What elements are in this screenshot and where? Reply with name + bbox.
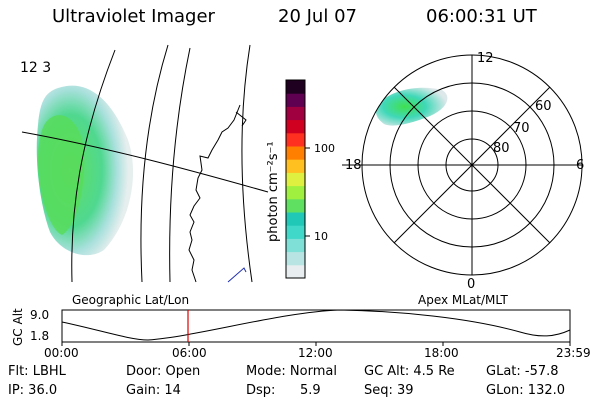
info-filter: Flt: LBHL: [8, 364, 66, 379]
colorbar-swatch: [286, 225, 305, 239]
colorbar-swatch: [286, 119, 305, 134]
info-gc-alt: GC Alt: 4.5 Re: [364, 364, 455, 379]
info-seq: Seq: 39: [364, 383, 414, 398]
timeline-frame: [61, 309, 571, 343]
meridian-line-3: [169, 47, 191, 283]
polar-plot: [342, 54, 583, 276]
coastline-island: [227, 267, 247, 283]
colorbar-swatch: [286, 80, 305, 94]
mlat-label-80: 80: [493, 141, 510, 156]
colorbar-swatch: [286, 172, 305, 187]
colorbar-swatch: [286, 198, 305, 213]
meridian-line-4: [241, 44, 253, 283]
timeline-xtick-2359: 23:59: [556, 346, 591, 360]
info-mode: Mode: Normal: [246, 364, 337, 379]
meridian-line-1: [71, 49, 116, 283]
polar-diagonal-2: [393, 86, 551, 244]
colorbar-label-10: 10: [314, 230, 328, 243]
colorbar-swatch: [286, 146, 305, 160]
timeline-xtick-1200: 12:00: [298, 346, 333, 360]
mlt-label-18: 18: [345, 158, 362, 173]
timeline-ytick-top: 9.0: [30, 308, 49, 322]
colorbar-unit-label: photon cm⁻²s⁻¹: [266, 141, 281, 242]
altitude-curve: [61, 309, 571, 341]
info-dsp-label: Dsp:: [246, 383, 276, 398]
colorbar-swatch: [286, 238, 305, 253]
apex-caption: Apex MLat/MLT: [418, 293, 508, 307]
info-glat: GLat: -57.8: [486, 364, 559, 379]
coastline-fragment: [235, 111, 247, 127]
timeline-ylabel: GC Alt: [11, 308, 25, 346]
colorbar-swatch: [286, 251, 305, 266]
geo-caption: Geographic Lat/Lon: [72, 293, 189, 307]
page-title: Ultraviolet Imager: [52, 6, 215, 27]
colorbar-swatch: [286, 185, 305, 200]
info-gain: Gain: 14: [126, 383, 181, 398]
colorbar-frame: [285, 79, 306, 279]
timeline-xtick-1800: 18:00: [424, 346, 459, 360]
colorbar-swatch: [286, 264, 305, 279]
coastline: [188, 104, 241, 283]
colorbar-swatch: [286, 212, 305, 226]
colorbar-label-100: 100: [314, 142, 335, 155]
timeline-plot: [61, 309, 571, 346]
timeline-ytick-bottom: 1.8: [30, 329, 49, 343]
colorbar: [285, 79, 306, 279]
mlat-label-60: 60: [535, 99, 552, 114]
time-label: 06:00:31 UT: [426, 6, 537, 27]
colorbar-swatch: [286, 106, 305, 121]
geographic-panel: [21, 44, 269, 283]
mlt-label-12: 12: [477, 51, 494, 66]
latitude-line: [21, 131, 269, 193]
colorbar-swatch: [286, 159, 305, 173]
info-ip: IP: 36.0: [8, 383, 58, 398]
aurora-core-geo: [38, 115, 85, 235]
colorbar-swatch: [286, 93, 305, 107]
info-door: Door: Open: [126, 364, 201, 379]
info-glon: GLon: 132.0: [486, 383, 566, 398]
meridian-line-2: [140, 44, 169, 283]
date-label: 20 Jul 07: [278, 6, 357, 27]
info-dsp-value: 5.9: [300, 383, 321, 398]
mlt-label-0: 0: [467, 277, 475, 292]
colorbar-swatch: [286, 132, 305, 147]
aurora-blob-polar: [376, 87, 448, 126]
mlt-label-6: 6: [576, 158, 584, 173]
geo-corner-label: 12 3: [20, 60, 51, 76]
mlat-label-70: 70: [513, 121, 530, 136]
timeline-xtick-0000: 00:00: [44, 346, 79, 360]
timeline-xtick-0600: 06:00: [172, 346, 207, 360]
